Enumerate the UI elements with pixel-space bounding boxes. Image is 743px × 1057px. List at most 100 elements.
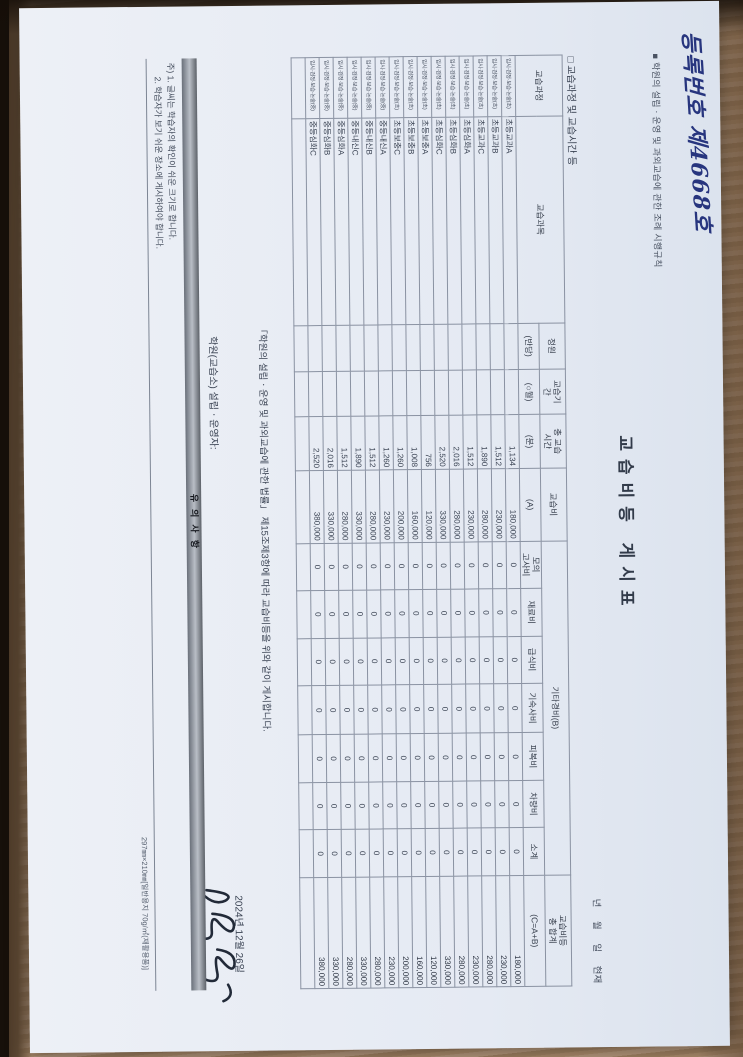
header-capacity-sub: (반당) [517,322,540,370]
table-cell: 0 [368,781,384,830]
table-cell: 0 [313,829,328,878]
paper-spec-footer: 297㎜×210㎜[일반용지 70g/㎡(재활용품)] [139,836,151,970]
table-cell: 0 [464,541,479,590]
table-cell: 0 [368,734,383,782]
table-cell: 0 [410,781,426,829]
table-cell [447,323,463,371]
table-cell: 초등심화B [445,116,462,324]
header-course: 교습과정 [515,55,563,117]
table-cell: 230,000 [463,468,479,542]
table-cell: 0 [480,780,496,829]
table-cell [406,370,421,417]
table-cell: 중등심화A [333,117,350,325]
table-cell: 0 [464,588,480,637]
header-period-sub: (○월) [518,369,540,415]
rule-reference-line: ■ 학원의 설립ㆍ운영 및 과외교습에 관한 조례 시행규칙 [650,53,663,268]
table-cell: 230,000 [383,876,399,988]
table-cell: 초등교과A [501,116,518,324]
table-cell: 0 [439,828,454,877]
table-cell: 2,016 [322,416,338,471]
table-cell: 0 [324,542,339,591]
table-cell: 230,000 [467,875,483,988]
table-cell [363,324,379,372]
table-cell [322,371,337,417]
table-cell: 중등심화B [319,117,336,326]
table-cell: 1,008 [406,415,422,470]
table-cell [420,370,435,416]
table-cell: 1,260 [378,416,394,470]
table-cell: 0 [396,781,412,830]
handwritten-registration-number: 등록번호 제4668호 [676,30,716,233]
table-cell: 초등심화A [459,116,476,324]
table-cell: 0 [494,780,510,829]
table-cell: 0 [507,683,523,734]
table-cell: 입시·검정·보습·논술(중) [319,57,334,119]
document-paper: 등록번호 제4668호 ■ 학원의 설립ㆍ운영 및 과외교습에 관한 조례 시행… [19,0,730,1054]
table-cell [391,324,407,371]
table-cell [297,638,312,686]
table-cell: 0 [506,541,521,589]
table-cell: 230,000 [491,468,507,542]
table-cell: 초등보충A [417,116,434,325]
table-cell: 0 [382,781,398,830]
table-cell: 0 [493,683,509,734]
table-cell: 입시·검정·보습·논술(중) [361,56,376,118]
table-cell: 0 [380,589,396,638]
table-cell: 280,000 [449,468,465,542]
table-cell [349,324,365,372]
table-cell: 0 [493,636,508,684]
table-cell: 2,520 [434,415,450,470]
tuition-fee-table: 교습과정 교습과목 정원 교습기 간 총 교습 시간 교습비 기타경비(B) 교… [291,55,573,990]
table-cell: 입시·검정·보습·논술(중) [333,57,348,118]
table-cell: 초등교과C [473,116,490,324]
table-cell: 120,000 [425,876,441,988]
table-cell [378,370,393,417]
table-cell: 0 [353,685,369,735]
table-cell: 0 [327,829,342,878]
table-cell: 0 [369,829,384,877]
table-cell: 0 [506,588,522,637]
table-cell: 0 [424,781,440,829]
header-dorm-fee: 기숙사비 [521,683,544,733]
table-cell [321,324,337,372]
table-cell: 380,000 [309,470,325,544]
table-header: 교습과정 교습과목 정원 교습기 간 총 교습 시간 교습비 기타경비(B) 교… [515,55,572,987]
table-cell: 0 [478,588,494,637]
table-cell: 0 [353,637,368,686]
table-cell: 0 [492,588,508,637]
table-cell: 중등내신B [361,117,378,325]
table-cell [298,735,313,783]
table-cell: 0 [450,589,466,637]
table-cell: 0 [408,542,423,590]
table-cell: 0 [354,781,370,830]
table-cell: 1,512 [336,416,352,471]
table-cell: 230,000 [495,875,511,987]
table-cell: 입시·검정·보습·논술(초) [403,56,418,118]
table-cell: 0 [480,733,495,781]
table-cell [433,323,449,371]
table-cell: 0 [481,828,496,876]
table-cell: 초등심화C [431,116,448,324]
header-subtotal: 소계 [523,827,545,876]
table-cell: 입시·검정·보습·논술(초) [487,55,502,117]
table-cell [291,118,308,326]
table-cell: 0 [453,828,468,877]
header-vehicle-fee: 차량비 [522,780,545,828]
table-cell: 0 [508,780,524,828]
table-cell: 입시·검정·보습·논술(초) [459,55,474,117]
table-cell [307,325,323,372]
table-cell: 280,000 [477,468,493,542]
table-cell: 0 [366,542,381,591]
table-cell [504,369,519,416]
table-cell [335,324,351,372]
table-cell: 0 [425,828,440,877]
table-cell [364,370,379,417]
table-cell: 0 [310,590,326,639]
table-cell: 280,000 [341,877,357,989]
table-cell: 1,890 [476,415,492,469]
table-cell: 0 [311,638,326,686]
table-cell: 입시·검정·보습·논술(초) [417,56,432,118]
table-cell: 330,000 [355,876,371,989]
table-cell: 280,000 [453,875,469,988]
